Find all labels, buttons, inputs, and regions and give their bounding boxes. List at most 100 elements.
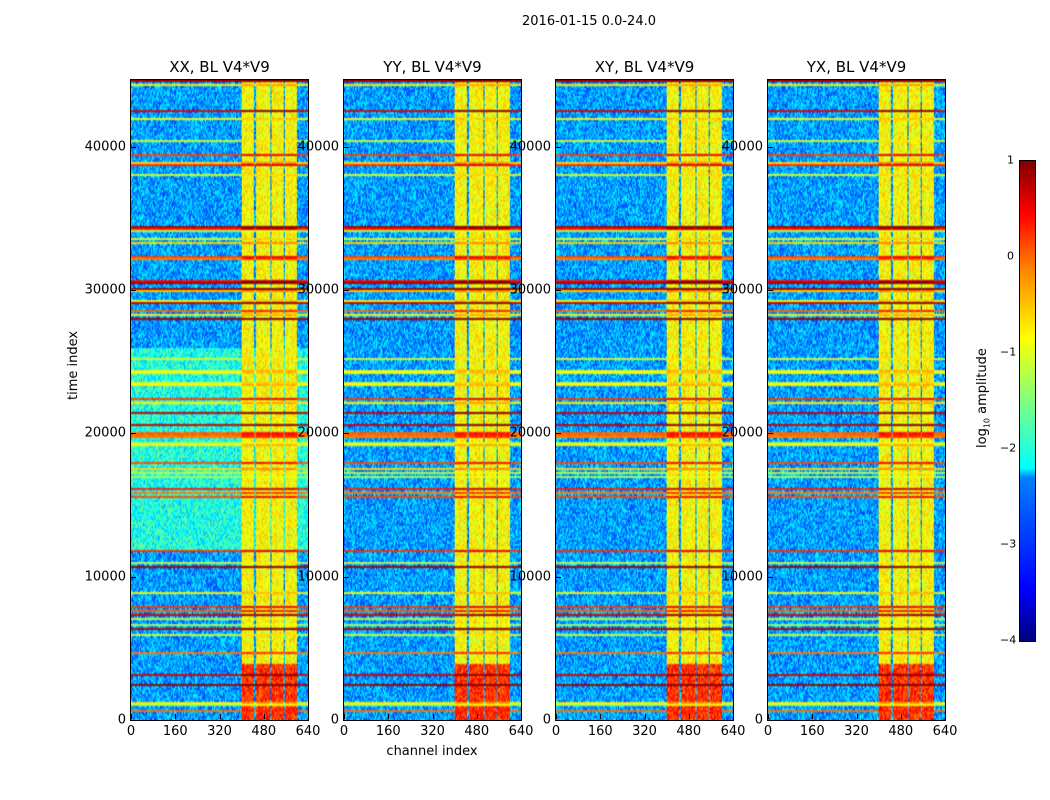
heatmap-panel: XY, BL V4*V9 0 10000 20000 30000 40000 0 160 320… [510,58,746,739]
x-tick-label: 320 [632,724,657,739]
x-tick-label: 160 [162,724,188,739]
y-tick-mark [556,290,561,292]
figure-title: 2016-01-15 0.0-24.0 [522,14,656,29]
panel-title: XX, BL V4*V9 [169,58,270,76]
x-tick-mark [521,714,522,719]
y-tick-mark [768,720,773,721]
x-tick-label: 160 [375,724,401,739]
y-tick-label: 30000 [509,282,551,298]
y-axis-label: time index [66,330,81,400]
y-tick-mark [131,290,136,292]
y-tick-mark [556,146,561,148]
y-tick-mark [768,433,773,435]
colorbar-tick-label: 0 [1007,249,1014,263]
x-tick-label: 320 [420,724,445,739]
x-tick-label: 320 [844,724,869,739]
y-tick-mark [768,576,773,578]
y-tick-mark [556,576,561,578]
x-tick-label: 0 [339,724,349,739]
y-tick-label: 20000 [721,425,763,441]
heatmap-image [131,80,308,720]
heatmap-panel: YY, BL V4*V9 0 10000 20000 30000 40000 0 160 320… [298,58,534,739]
x-tick-label: 480 [888,724,914,739]
heatmap-image [556,80,733,720]
y-tick-label: 30000 [297,282,339,298]
y-tick-label: 30000 [84,282,126,298]
y-tick-label: 30000 [721,282,763,298]
x-tick-mark [432,714,434,719]
x-tick-mark [388,714,390,719]
y-tick-mark [344,433,349,435]
heatmap-image [768,80,945,720]
colorbar-tick-label: −1 [1000,345,1017,359]
x-tick-mark [644,714,646,719]
x-tick-mark [733,714,734,719]
x-tick-mark [856,714,858,719]
colorbar-tick-label: −4 [1000,633,1017,647]
x-tick-label: 0 [551,724,561,739]
y-tick-label: 0 [542,712,551,728]
x-tick-label: 320 [207,724,232,739]
y-tick-label: 40000 [297,139,339,155]
x-tick-label: 160 [799,724,825,739]
panel-title: YY, BL V4*V9 [383,58,482,76]
x-tick-mark [219,714,221,719]
y-tick-label: 20000 [297,425,339,441]
colorbar [1019,160,1036,642]
y-tick-mark [344,146,349,148]
x-tick-mark [344,714,345,719]
x-tick-label: 640 [932,724,958,739]
x-tick-mark [812,714,814,719]
panel-title: XY, BL V4*V9 [594,58,695,76]
y-tick-label: 40000 [721,139,763,155]
y-tick-mark [131,576,136,578]
x-tick-mark [308,714,309,719]
y-tick-mark [556,433,561,435]
x-tick-label: 480 [251,724,277,739]
x-tick-mark [131,714,132,719]
y-tick-label: 20000 [509,425,551,441]
y-tick-label: 0 [330,712,339,728]
y-tick-mark [131,433,136,435]
y-tick-label: 0 [117,712,126,728]
x-tick-mark [688,714,690,719]
y-tick-label: 0 [754,712,763,728]
y-tick-label: 40000 [84,139,126,155]
x-tick-label: 480 [464,724,490,739]
y-tick-mark [556,720,561,721]
x-tick-label: 0 [763,724,773,739]
y-tick-mark [344,576,349,578]
colorbar-tick-label: −2 [1000,441,1017,455]
x-tick-mark [900,714,902,719]
x-tick-label: 160 [587,724,613,739]
x-tick-mark [768,714,769,719]
x-axis-label: channel index [386,744,478,759]
heatmap-panel: XX, BL V4*V9 0 10000 20000 30000 40000 0 160 320… [85,58,321,739]
colorbar-label: log10 amplitude [975,348,992,448]
y-tick-mark [344,720,349,721]
x-tick-mark [556,714,557,719]
colorbar-tick-label: −3 [1000,537,1017,551]
x-tick-mark [600,714,602,719]
heatmap-panel: YX, BL V4*V9 0 10000 20000 30000 40000 0 160 320… [722,58,958,739]
x-tick-mark [945,714,946,719]
y-tick-label: 10000 [721,569,763,585]
y-tick-label: 10000 [509,569,551,585]
x-tick-mark [175,714,177,719]
x-tick-mark [476,714,478,719]
y-tick-mark [344,290,349,292]
x-tick-label: 640 [295,724,321,739]
x-tick-label: 640 [720,724,746,739]
y-tick-mark [131,720,136,721]
y-tick-label: 10000 [297,569,339,585]
y-tick-mark [131,146,136,148]
x-tick-mark [263,714,265,719]
y-tick-label: 40000 [509,139,551,155]
y-tick-label: 10000 [84,569,126,585]
x-tick-label: 0 [126,724,136,739]
x-tick-label: 640 [508,724,534,739]
y-tick-label: 20000 [84,425,126,441]
colorbar-tick-label: 1 [1007,153,1014,167]
y-tick-mark [768,146,773,148]
